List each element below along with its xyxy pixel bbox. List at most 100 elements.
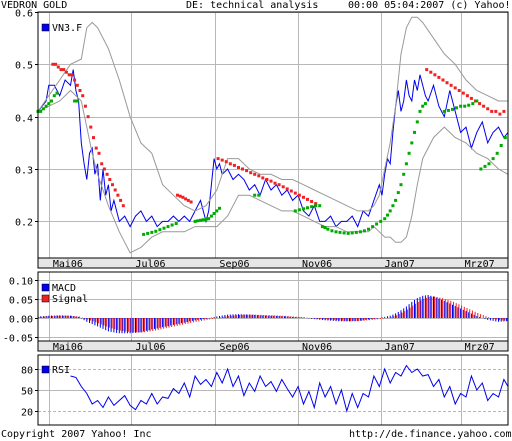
sar-dot-below: [174, 222, 178, 225]
sar-dot-below: [407, 151, 411, 155]
price-xtick-label: Jul06: [135, 259, 165, 270]
sar-dot-above: [73, 78, 77, 82]
sar-dot-above: [228, 162, 232, 166]
rsi-panel: [37, 354, 509, 426]
price-line: [37, 69, 509, 228]
sar-dot-above: [314, 202, 318, 206]
copyright-notice: Copyright 2007 Yahoo! Inc: [1, 429, 152, 440]
rsi-ytick-label: 50: [21, 387, 33, 398]
rsi-ytick-label: 20: [21, 408, 33, 419]
sar-dot-below: [55, 91, 59, 95]
sar-dot-below: [418, 109, 422, 113]
macd-xtick-label: Jan07: [385, 342, 415, 353]
sar-dot-above: [64, 70, 68, 74]
sar-dot-below: [193, 219, 197, 223]
sar-dot-above: [70, 73, 74, 77]
sar-dot-below: [423, 102, 427, 106]
sar-dot-below: [491, 157, 495, 161]
macd-ytick-label: 0.05: [9, 296, 33, 307]
sar-dot-below: [388, 209, 392, 213]
price-legend-label: VN3.F: [52, 23, 82, 34]
sar-dot-above: [297, 193, 301, 197]
sar-dot-above: [181, 195, 185, 199]
rsi-legend-swatch: [41, 365, 50, 374]
macd-xtick-label: Mai06: [53, 342, 83, 353]
sar-dot-below: [166, 225, 170, 229]
sar-dot-above: [62, 68, 66, 72]
sar-dot-below: [306, 206, 309, 210]
sar-dot-below: [503, 136, 507, 140]
sar-dot-above: [310, 200, 314, 203]
macd-xtick-label: Mrz07: [465, 342, 495, 353]
sar-dot-below: [394, 198, 398, 202]
price-xtick-label: Nov06: [302, 259, 332, 270]
sar-dot-below: [293, 209, 297, 213]
rsi-line: [70, 364, 509, 413]
sar-dot-below: [326, 227, 330, 231]
sar-dot-above: [461, 91, 465, 95]
sar-dot-below: [302, 207, 305, 211]
sar-dot-below: [410, 141, 414, 145]
sar-dot-above: [97, 151, 101, 155]
sar-dot-below: [330, 229, 334, 233]
sar-dot-above: [116, 193, 120, 197]
signal-legend-label: Signal: [52, 294, 88, 305]
sar-dot-above: [86, 115, 90, 119]
sar-dot-above: [100, 162, 104, 166]
sar-dot-above: [249, 171, 253, 175]
sar-dot-above: [253, 172, 257, 176]
sar-dot-below: [41, 107, 45, 111]
price-legend-swatch: [41, 23, 50, 32]
sar-dot-above: [257, 174, 261, 178]
sar-dot-above: [121, 204, 125, 208]
sar-dot-above: [220, 158, 224, 162]
sar-dot-above: [425, 68, 429, 72]
sar-dot-above: [289, 189, 293, 193]
price-xtick-label: Mai06: [53, 259, 83, 270]
sar-dot-above: [490, 109, 494, 113]
sar-dot-below: [52, 94, 56, 98]
sar-dot-below: [297, 208, 301, 212]
sar-dot-below: [475, 99, 479, 103]
sar-dot-above: [92, 136, 95, 140]
price-xtick-label: Jan07: [385, 259, 415, 270]
sar-dot-below: [391, 204, 395, 208]
sar-dot-below: [354, 230, 358, 234]
sar-dot-below: [455, 106, 458, 110]
sar-dot-above: [111, 183, 114, 187]
sar-dot-below: [463, 104, 467, 108]
sar-dot-below: [402, 172, 406, 176]
sar-dot-below: [310, 205, 314, 209]
sar-dot-below: [483, 164, 487, 168]
sar-dot-below: [495, 151, 499, 155]
sar-dot-above: [102, 167, 106, 171]
sar-dot-below: [342, 231, 346, 235]
sar-dot-below: [146, 231, 150, 235]
sar-dot-above: [54, 62, 58, 66]
sar-dot-above: [502, 109, 506, 113]
sar-dot-below: [215, 209, 219, 213]
sar-dot-above: [285, 187, 289, 191]
sar-dot-below: [201, 218, 205, 222]
sar-dot-below: [47, 102, 51, 106]
sar-dot-below: [320, 225, 324, 229]
sar-dot-below: [75, 99, 79, 103]
rsi-legend-label: RSI: [52, 365, 70, 376]
sar-dot-below: [404, 162, 408, 166]
sar-dot-above: [59, 68, 63, 72]
sar-dot-below: [142, 232, 146, 236]
upper-bollinger-line: [37, 16, 508, 212]
sar-dot-below: [467, 103, 471, 107]
chart-symbol-name: VEDRON GOLD: [1, 0, 68, 11]
sar-dot-below: [196, 219, 200, 223]
sar-dot-above: [433, 73, 437, 77]
sar-dot-below: [162, 226, 166, 230]
sar-dot-below: [362, 229, 366, 233]
sar-dot-above: [232, 163, 236, 167]
sar-dot-above: [108, 178, 112, 181]
sar-dot-above: [224, 160, 228, 164]
sar-dot-below: [50, 99, 53, 103]
sar-dot-below: [487, 162, 491, 166]
sar-dot-above: [478, 102, 482, 106]
